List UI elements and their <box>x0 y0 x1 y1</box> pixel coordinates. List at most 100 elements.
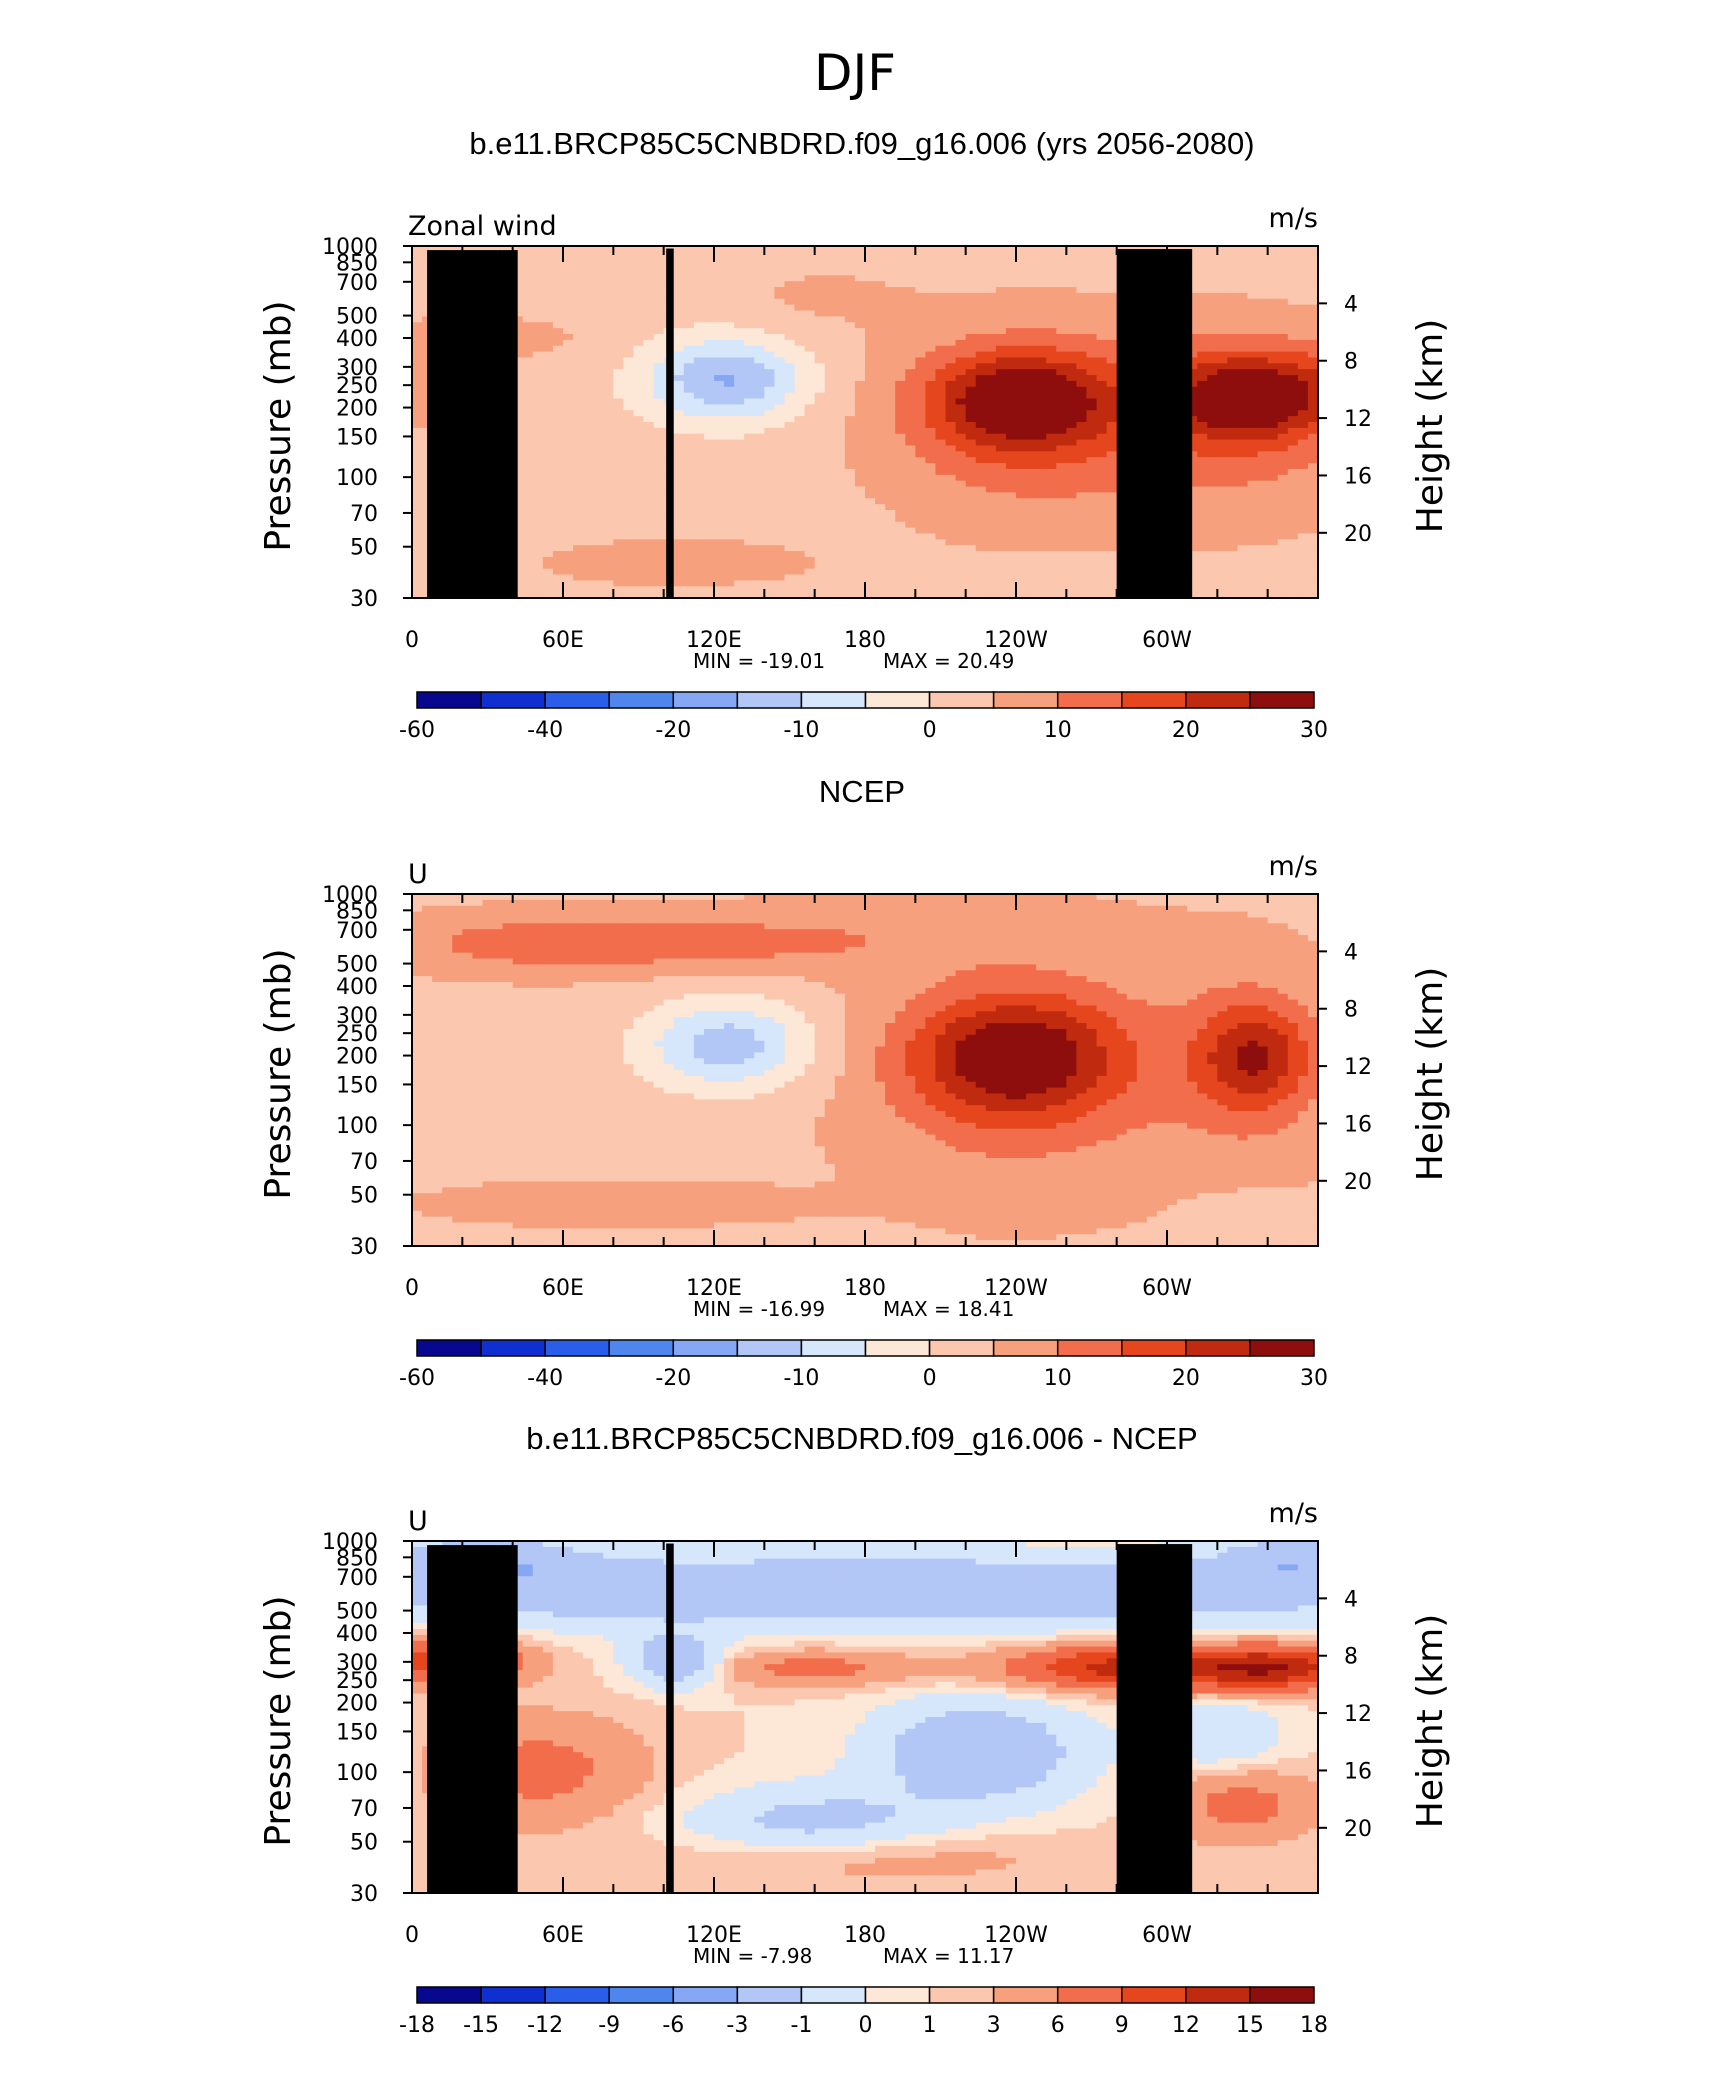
colorbar-box <box>864 1339 931 1357</box>
colorbar-box <box>1185 1986 1251 2004</box>
colorbar-label: -12 <box>527 2013 563 2038</box>
panel-3: b.e11.BRCP85C5CNBDRD.f09_g16.006 - NCEP U… <box>258 1421 1451 2038</box>
y-tick-label: 400 <box>336 1622 378 1647</box>
colorbar-box <box>1121 1339 1187 1357</box>
colorbar-box <box>544 691 610 709</box>
colorbar-box <box>1056 1339 1123 1357</box>
x-tick-label: 0 <box>405 1276 419 1301</box>
y2-tick-label: 4 <box>1344 1587 1358 1612</box>
x-tick-label: 180 <box>844 1923 886 1948</box>
colorbar-box <box>736 1339 803 1357</box>
colorbar-label: -40 <box>527 1366 563 1391</box>
panel-1: b.e11.BRCP85C5CNBDRD.f09_g16.006 (yrs 20… <box>258 126 1451 743</box>
x-tick-label: 60E <box>542 1276 584 1301</box>
x-tick-label: 120W <box>984 1923 1048 1948</box>
colorbar-box <box>416 691 482 709</box>
y-tick-label: 30 <box>350 1235 378 1260</box>
x-tick-label: 60W <box>1142 1923 1192 1948</box>
y2-axis-label: Height (km) <box>1410 319 1451 533</box>
land-block <box>497 250 518 599</box>
x-tick-label: 120E <box>686 1923 742 1948</box>
y2-tick-label: 20 <box>1344 522 1372 547</box>
y-tick-label: 70 <box>350 1797 378 1822</box>
y-tick-label: 150 <box>336 425 378 450</box>
y-axis-label: Pressure (mb) <box>258 948 299 1199</box>
colorbar-box <box>864 691 931 709</box>
colorbar-label: 30 <box>1300 718 1328 743</box>
y-tick-label: 300 <box>336 1004 378 1029</box>
min-label: MIN = -16.99 <box>693 1297 825 1321</box>
x-tick-label: 60W <box>1142 1276 1192 1301</box>
y2-tick-label: 8 <box>1344 1645 1358 1670</box>
x-tick-label: 120W <box>984 628 1048 653</box>
y-tick-label: 150 <box>336 1720 378 1745</box>
max-label: MAX = 18.41 <box>883 1297 1014 1321</box>
colorbar-box <box>672 691 739 709</box>
y-tick-label: 400 <box>336 327 378 352</box>
y2-tick-label: 12 <box>1344 1055 1372 1080</box>
units-label: m/s <box>1269 1498 1318 1529</box>
colorbar-box <box>992 691 1059 709</box>
y2-tick-label: 20 <box>1344 1170 1372 1195</box>
colorbar-label: -6 <box>662 2013 684 2038</box>
y2-tick-label: 16 <box>1344 1759 1372 1784</box>
field-label: U <box>408 859 428 890</box>
y2-tick-label: 20 <box>1344 1817 1372 1842</box>
panel-title: b.e11.BRCP85C5CNBDRD.f09_g16.006 (yrs 20… <box>469 126 1254 161</box>
colorbar-box <box>1185 1339 1251 1357</box>
colorbar-box <box>1249 1339 1315 1357</box>
y-tick-label: 100 <box>336 466 378 491</box>
y2-tick-label: 4 <box>1344 292 1358 317</box>
colorbar-label: -10 <box>783 718 819 743</box>
y-tick-label: 500 <box>336 953 378 978</box>
y-tick-label: 850 <box>336 1546 378 1571</box>
colorbar-box <box>480 1986 546 2004</box>
colorbar-box <box>480 691 546 709</box>
x-tick-label: 120E <box>686 628 742 653</box>
land-block <box>1167 1546 1190 1893</box>
panel-title: b.e11.BRCP85C5CNBDRD.f09_g16.006 - NCEP <box>526 1421 1197 1456</box>
units-label: m/s <box>1269 203 1318 234</box>
colorbar-label: -40 <box>527 718 563 743</box>
colorbar-label: 0 <box>923 1366 937 1391</box>
y-tick-label: 700 <box>336 1566 378 1591</box>
colorbar-label: 30 <box>1300 1366 1328 1391</box>
heatmap-cells <box>412 894 1319 1247</box>
y-tick-label: 300 <box>336 1651 378 1676</box>
colorbar-box <box>736 1986 803 2004</box>
x-tick-label: 60W <box>1142 628 1192 653</box>
y2-axis-label: Height (km) <box>1410 967 1451 1181</box>
colorbar-label: -1 <box>790 2013 812 2038</box>
y-tick-label: 400 <box>336 975 378 1000</box>
land-block <box>497 1545 518 1893</box>
colorbar-label: 15 <box>1236 2013 1264 2038</box>
colorbar-box <box>608 691 675 709</box>
colorbar: -60 -40 -20 -10 0 10 20 30 <box>399 691 1328 743</box>
y-tick-label: 70 <box>350 502 378 527</box>
colorbar-label: -60 <box>399 1366 435 1391</box>
colorbar-label: -9 <box>598 2013 620 2038</box>
colorbar-box <box>544 1339 610 1357</box>
colorbar-label: -20 <box>655 718 691 743</box>
colorbar-label: 10 <box>1044 1366 1072 1391</box>
y-tick-label: 70 <box>350 1150 378 1175</box>
colorbar-box <box>1056 691 1123 709</box>
colorbar-box <box>928 1986 995 2004</box>
colorbar-box <box>1121 1986 1187 2004</box>
y-tick-label: 200 <box>336 1692 378 1717</box>
x-tick-label: 180 <box>844 628 886 653</box>
x-tick-label: 120E <box>686 1276 742 1301</box>
colorbar-label: 3 <box>987 2013 1001 2038</box>
y-tick-label: 250 <box>336 374 378 399</box>
min-label: MIN = -7.98 <box>693 1944 812 1968</box>
y-tick-label: 200 <box>336 1045 378 1070</box>
x-tick-label: 0 <box>405 1923 419 1948</box>
units-label: m/s <box>1269 851 1318 882</box>
y-axis-label: Pressure (mb) <box>258 1595 299 1846</box>
colorbar-label: 10 <box>1044 718 1072 743</box>
min-label: MIN = -19.01 <box>693 649 825 673</box>
colorbar-label: -20 <box>655 1366 691 1391</box>
field-label: U <box>408 1506 428 1537</box>
